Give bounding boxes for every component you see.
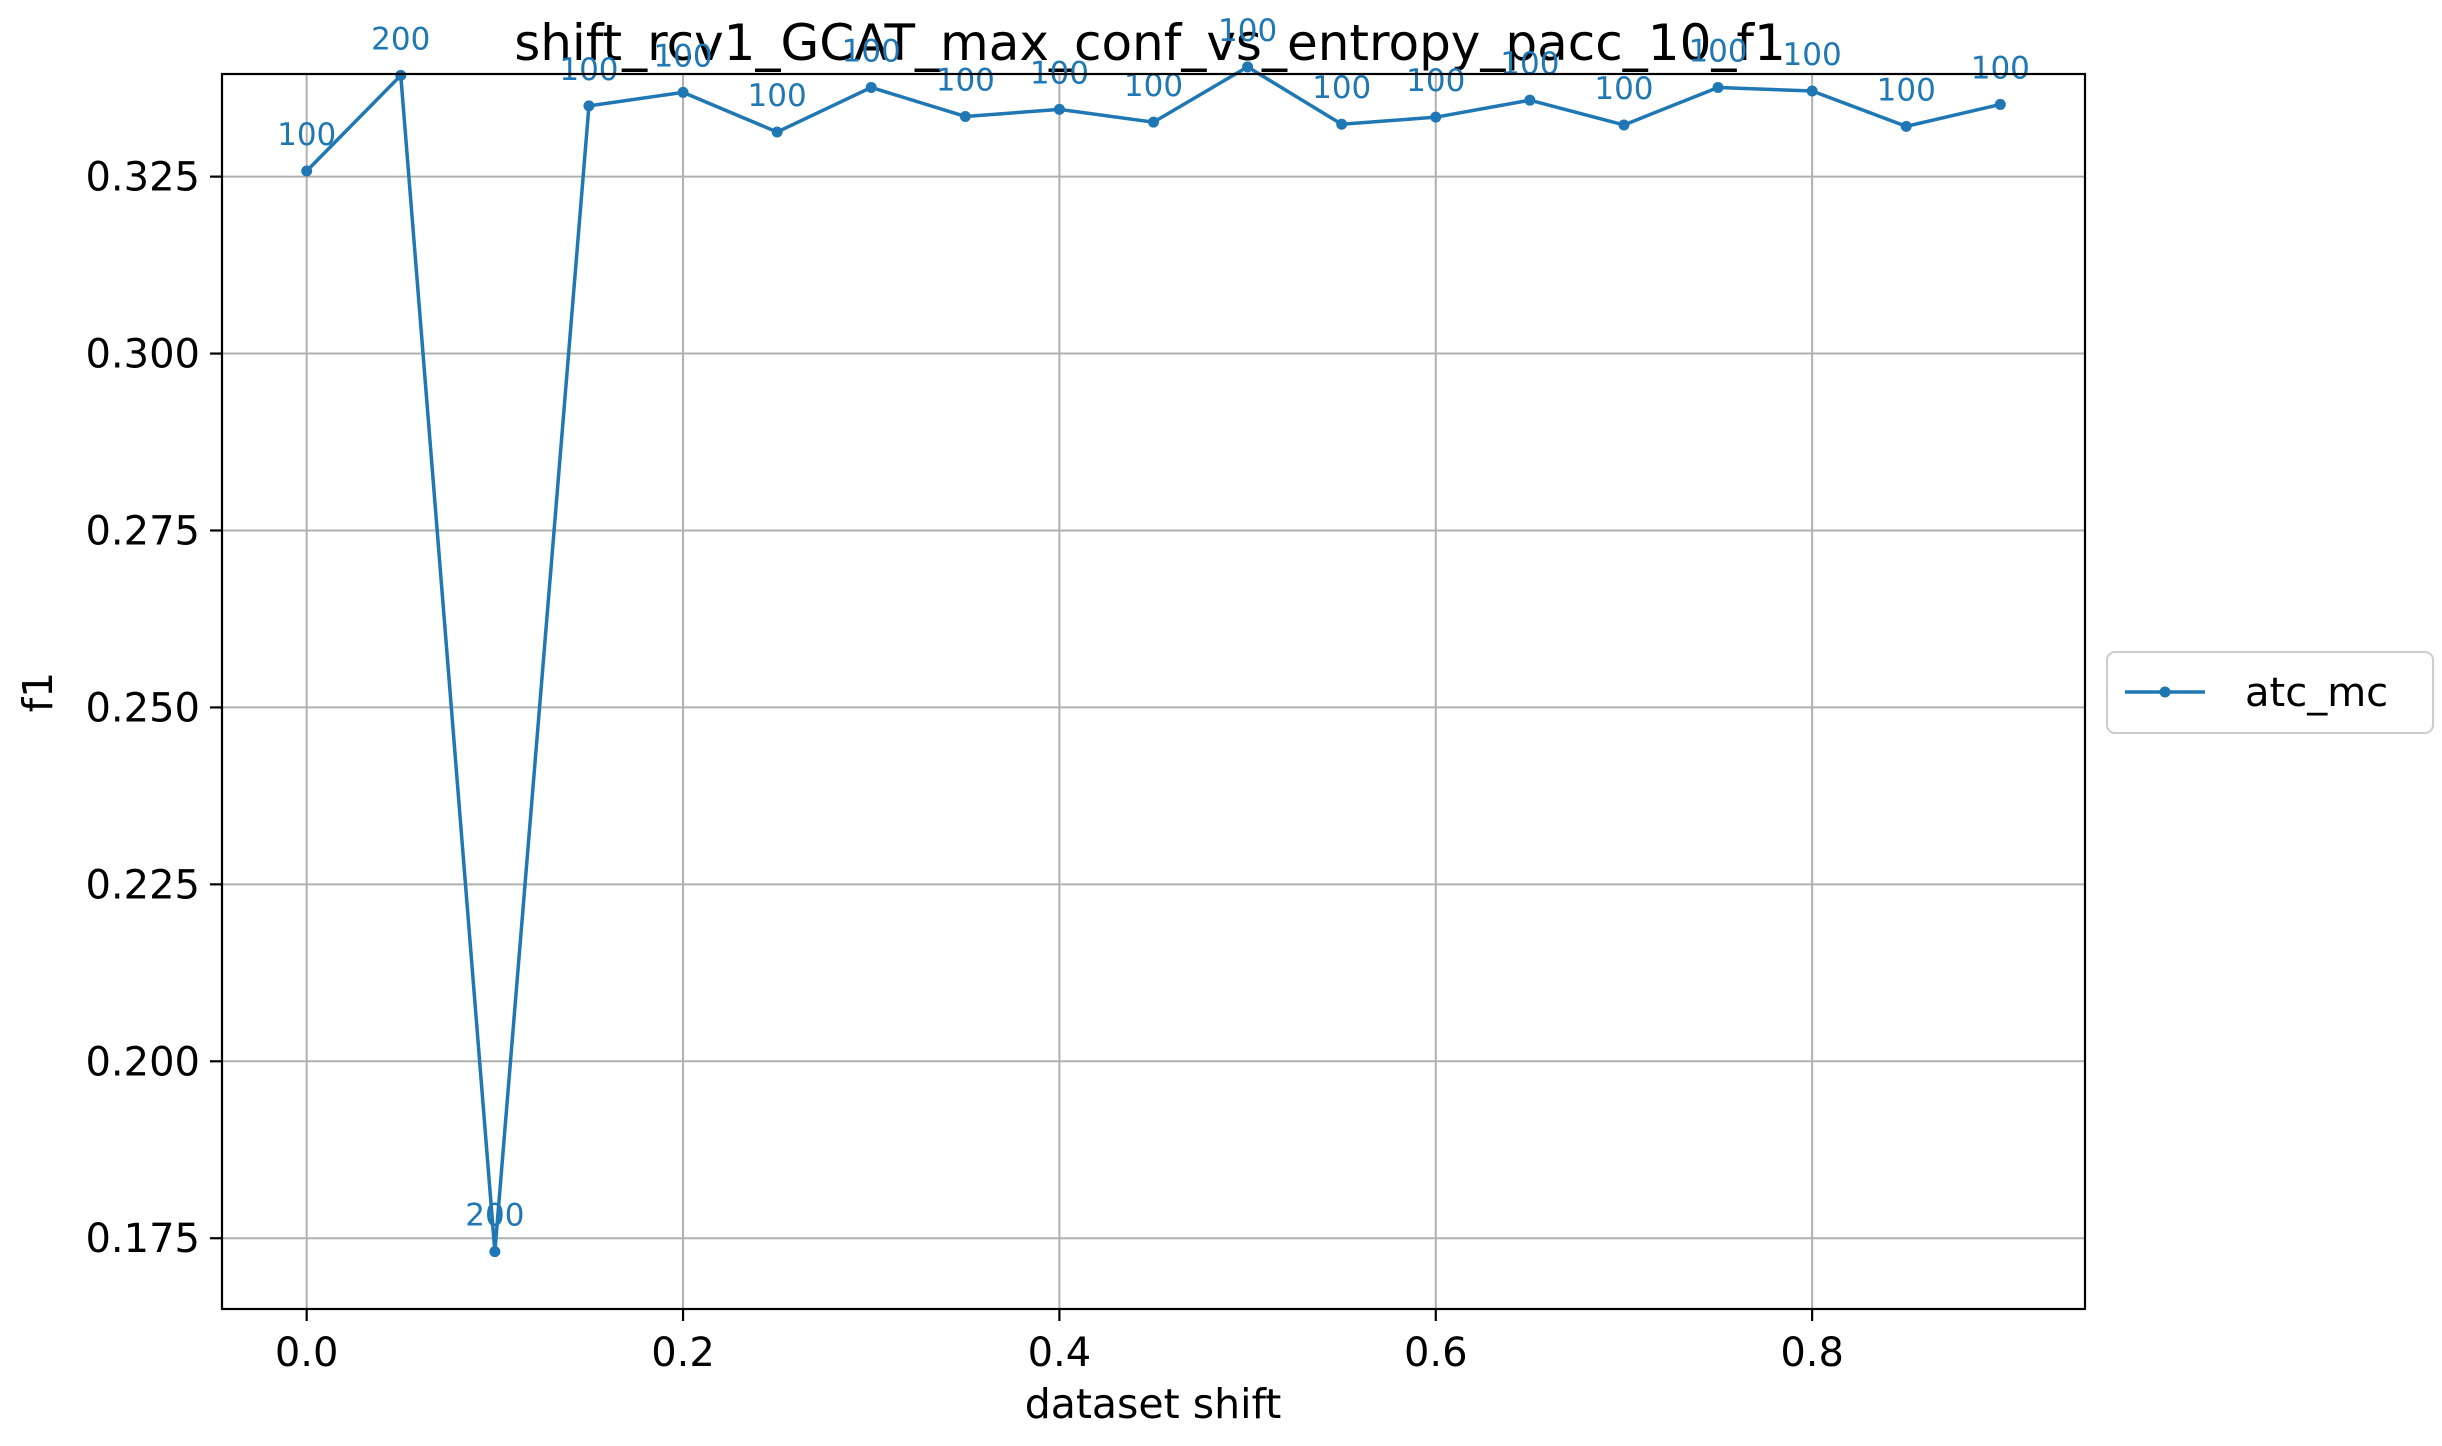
data-label: 200 [371, 21, 430, 57]
data-point [395, 69, 407, 81]
data-label: 100 [559, 52, 618, 88]
data-label: 100 [1594, 71, 1653, 107]
y-tick-label: 0.200 [85, 1039, 200, 1085]
data-label: 100 [1500, 46, 1559, 82]
data-point [1242, 61, 1254, 73]
data-point [1712, 81, 1724, 93]
data-label: 100 [1688, 33, 1747, 69]
data-label: 200 [465, 1198, 524, 1234]
data-label: 100 [277, 117, 336, 153]
legend-label-atc-mc: atc_mc [2245, 670, 2388, 716]
data-point [1053, 103, 1065, 115]
chart-title: shift_rcv1_GCAT_max_conf_vs_entropy_pacc… [514, 14, 1786, 72]
x-tick-label: 0.8 [1780, 1330, 1844, 1376]
y-axis-label: f1 [14, 672, 62, 713]
x-tick-label: 0.0 [275, 1330, 339, 1376]
data-label: 100 [842, 33, 901, 69]
data-point [677, 86, 689, 98]
data-label: 100 [1406, 63, 1465, 99]
data-label: 100 [1877, 72, 1936, 108]
legend-marker-atc-mc [2159, 686, 2171, 698]
data-point [1618, 119, 1630, 131]
data-point [1900, 120, 1912, 132]
series-layer: 100 200 200 100 100 100 100 100 100 100 100 100 100 1… [277, 13, 2030, 1258]
data-label: 100 [1312, 70, 1371, 106]
x-tick-label: 0.2 [651, 1330, 715, 1376]
data-point [1148, 116, 1159, 128]
data-point [1430, 111, 1442, 123]
y-tick-label: 0.325 [85, 155, 200, 201]
data-label: 100 [1783, 37, 1842, 73]
x-tick-label: 0.6 [1404, 1330, 1468, 1376]
legend: atc_mc [2106, 651, 2434, 734]
y-tick-label: 0.225 [85, 862, 200, 908]
data-point [771, 126, 783, 138]
data-point [489, 1246, 501, 1258]
x-axis-label: dataset shift [1025, 1380, 1282, 1428]
legend-box [2106, 651, 2434, 734]
y-tick-label: 0.250 [85, 685, 200, 731]
data-point [1336, 118, 1348, 130]
data-point [583, 100, 595, 112]
data-point [301, 165, 313, 177]
x-axis-ticks: 0.0 0.2 0.4 0.6 0.8 [275, 1309, 1844, 1376]
data-point [959, 110, 971, 122]
data-label: 100 [748, 78, 807, 114]
y-axis-ticks: 0.175 0.200 0.225 0.250 0.275 0.300 0.325 [85, 155, 222, 1262]
data-label: 100 [1218, 13, 1277, 49]
data-point [1994, 98, 2006, 110]
data-label: 100 [653, 38, 712, 74]
y-tick-label: 0.175 [85, 1216, 200, 1262]
data-label: 100 [1971, 50, 2030, 86]
data-point [1806, 85, 1818, 97]
y-tick-label: 0.300 [85, 332, 200, 378]
y-tick-label: 0.275 [85, 508, 200, 554]
data-point [865, 81, 877, 93]
plot-frame [220, 72, 2087, 1311]
data-label: 100 [936, 62, 995, 98]
grid-layer [222, 74, 2085, 1309]
data-point [1524, 94, 1536, 106]
x-tick-label: 0.4 [1028, 1330, 1092, 1376]
